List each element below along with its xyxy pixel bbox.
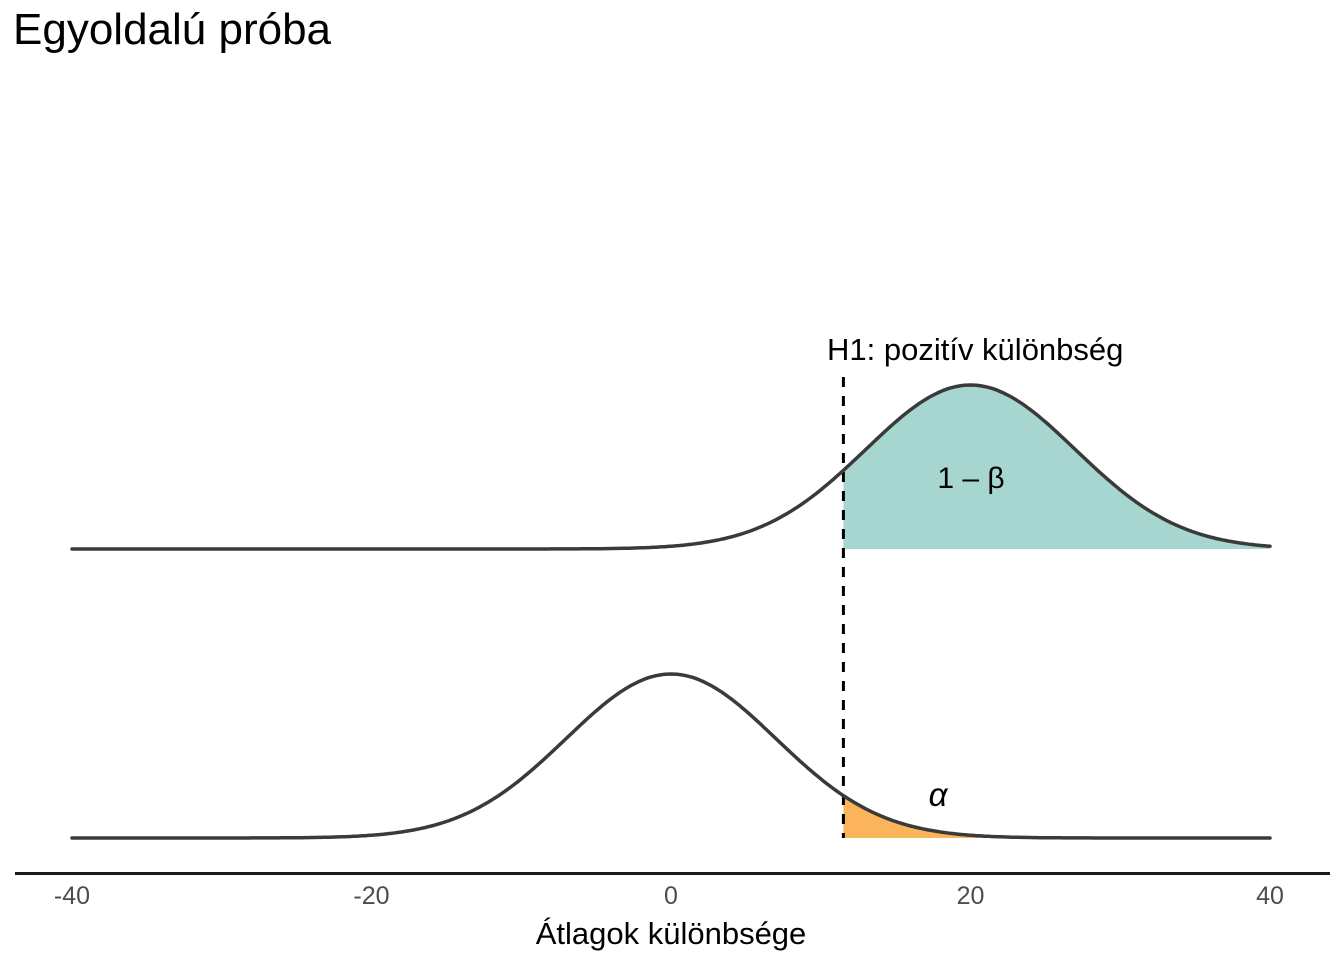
x-tick-label-neg40: -40 [54, 882, 90, 910]
x-axis-title: Átlagok különbsége [536, 916, 807, 951]
alpha-area-shade [843, 795, 1270, 838]
x-tick-label-neg20: -20 [353, 882, 389, 910]
x-tick-label-20: 20 [957, 882, 985, 910]
alpha-label: α [929, 776, 949, 813]
power-area-shade [843, 385, 1270, 549]
null-distribution-curve [70, 672, 1272, 840]
h1-annotation-label: H1: pozitív különbség [827, 332, 1123, 367]
x-tick-label-40: 40 [1256, 882, 1284, 910]
plot-title: Egyoldalú próba [13, 5, 332, 54]
x-tick-label-0: 0 [664, 882, 678, 910]
alternative-distribution-curve [70, 383, 1272, 551]
power-label: 1 – β [937, 462, 1004, 495]
